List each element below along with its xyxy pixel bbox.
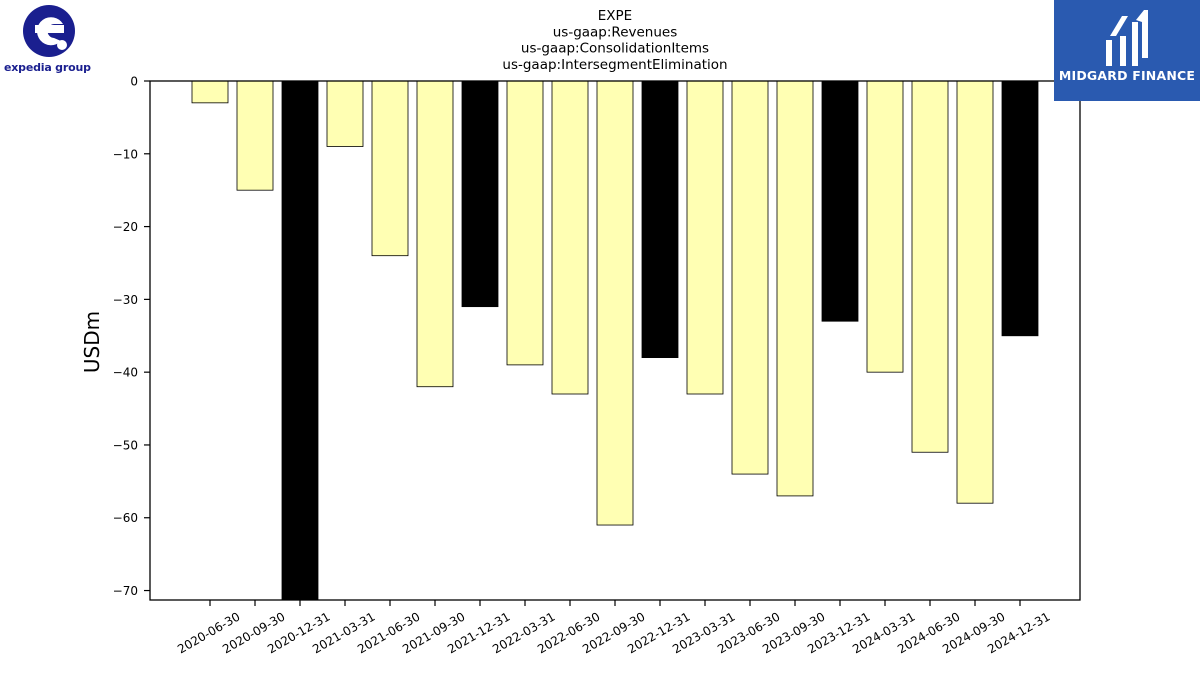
bar xyxy=(506,80,544,366)
bar xyxy=(551,80,589,395)
bar xyxy=(956,80,994,504)
y-tick-label: 0 xyxy=(130,75,138,89)
y-axis-label: USDm xyxy=(80,311,104,373)
title-line: us-gaap:Revenues xyxy=(553,24,678,40)
bar xyxy=(821,80,859,322)
title-line: us-gaap:ConsolidationItems xyxy=(521,41,709,57)
bar xyxy=(686,80,724,395)
bar xyxy=(326,80,364,147)
bar xyxy=(866,80,904,373)
bar xyxy=(911,80,949,453)
y-tick-label: −70 xyxy=(113,584,138,598)
bar xyxy=(731,80,769,475)
expedia-group-logo: expedia group xyxy=(0,0,100,80)
bar xyxy=(371,80,409,257)
bar xyxy=(776,80,814,497)
title-line: EXPE xyxy=(598,8,632,24)
bar xyxy=(416,80,454,388)
x-axis: 2020-06-302020-09-302020-12-312021-03-31… xyxy=(175,600,1053,656)
bar xyxy=(1001,80,1039,337)
bar xyxy=(236,80,274,191)
y-tick-label: −10 xyxy=(113,147,138,161)
y-tick-label: −50 xyxy=(113,438,138,452)
expedia-group-wordmark: expedia group xyxy=(4,61,91,74)
bar xyxy=(191,80,229,104)
midgard-finance-logo: MIDGARD FINANCE xyxy=(1054,0,1200,101)
bar xyxy=(281,80,319,601)
bars-group xyxy=(191,80,1039,601)
plot-frame xyxy=(149,80,1081,601)
y-tick-label: −20 xyxy=(113,220,138,234)
y-tick-label: −40 xyxy=(113,366,138,380)
chart-title: EXPEus-gaap:Revenuesus-gaap:Consolidatio… xyxy=(502,8,727,73)
y-tick-label: −60 xyxy=(113,511,138,525)
bar xyxy=(596,80,634,526)
midgard-finance-wordmark: MIDGARD FINANCE xyxy=(1058,68,1196,83)
bar xyxy=(461,80,499,308)
expedia-e-icon xyxy=(23,5,75,57)
y-axis: 0 −10 −20 −30 −40 −50 −60 −70 xyxy=(113,75,150,598)
bar xyxy=(641,80,679,359)
title-line: us-gaap:IntersegmentElimination xyxy=(502,57,727,73)
midgard-monogram-icon xyxy=(1106,10,1148,66)
y-tick-label: −30 xyxy=(113,293,138,307)
